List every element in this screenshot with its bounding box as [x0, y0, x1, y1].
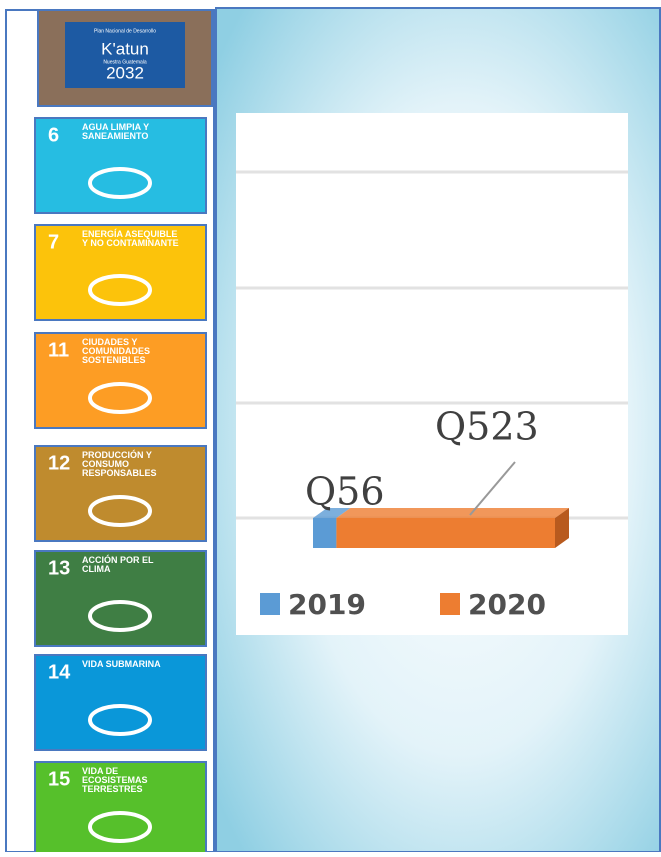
- goal-number: 15: [48, 768, 70, 790]
- bar: [336, 518, 555, 548]
- bar: [313, 518, 336, 548]
- logo-brand: K'atun: [101, 39, 149, 58]
- goal-label: VIDA SUBMARINA: [82, 659, 161, 669]
- goal-number: 14: [48, 661, 71, 683]
- goal-number: 11: [48, 339, 69, 361]
- goal-number: 7: [48, 231, 59, 253]
- chart-area: [236, 113, 628, 635]
- logo-year: 2032: [106, 63, 144, 82]
- legend-swatch: [260, 593, 280, 615]
- page: Plan Nacional de Desarrollo K'atun Nuest…: [0, 0, 661, 852]
- slide: Plan Nacional de Desarrollo K'atun Nuest…: [0, 0, 661, 852]
- data-label: Q56: [305, 470, 385, 514]
- goal-number: 6: [48, 124, 59, 146]
- legend-label: 2020: [468, 588, 546, 621]
- logo-caption: Plan Nacional de Desarrollo: [94, 28, 156, 34]
- legend-label: 2019: [288, 588, 366, 621]
- legend-swatch: [440, 593, 460, 615]
- data-label: Q523: [435, 405, 539, 449]
- bar-top: [336, 508, 569, 518]
- goal-number: 13: [48, 557, 70, 579]
- goal-number: 12: [48, 452, 70, 474]
